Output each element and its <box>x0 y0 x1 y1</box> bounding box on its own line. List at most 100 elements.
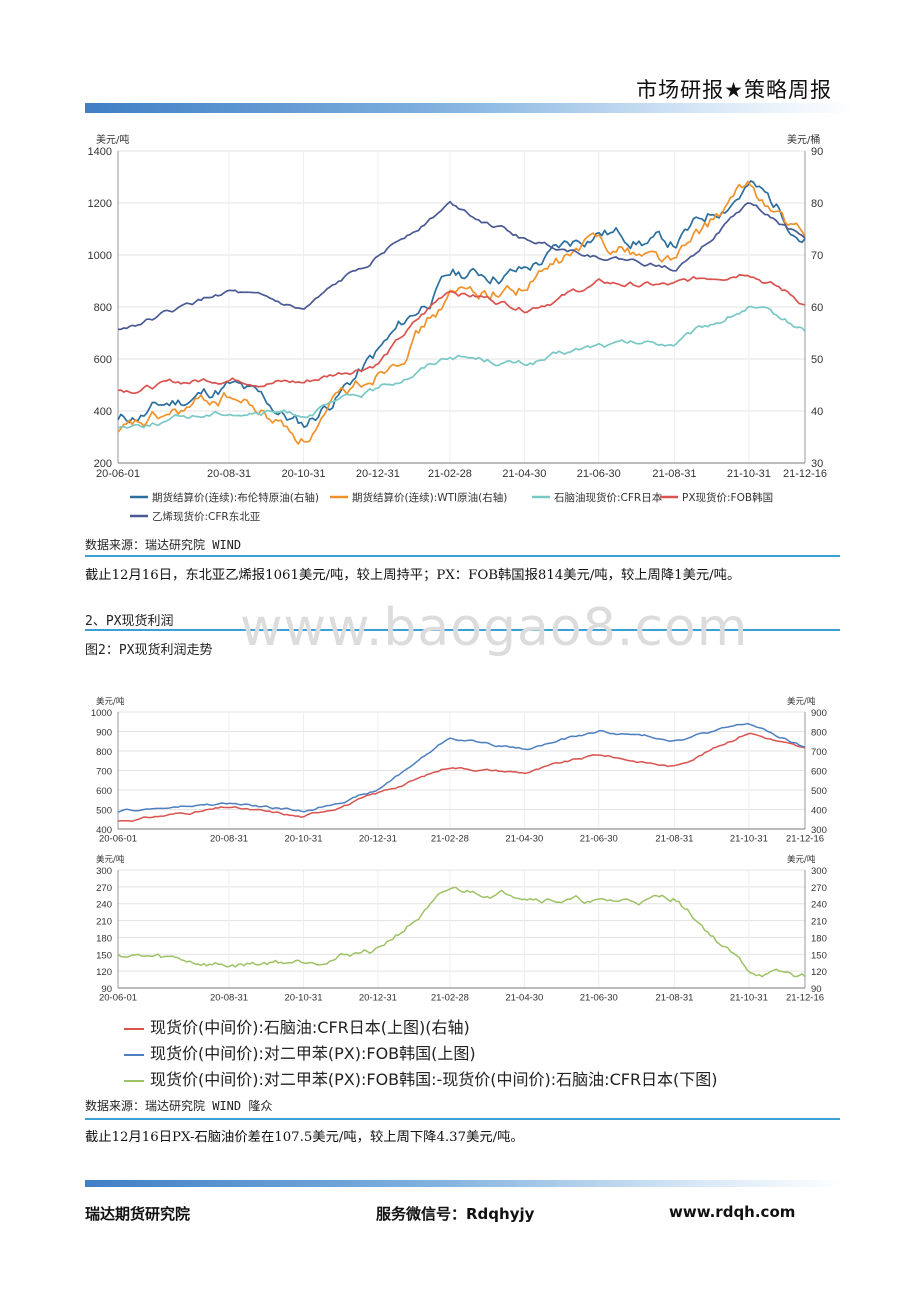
legend2-swatch <box>124 1027 144 1030</box>
section-heading: 2、PX现货利润 <box>85 614 174 629</box>
chart2-top-right-tick: 900 <box>811 708 827 719</box>
chart2-top-x-tick: 20-08-31 <box>210 834 248 845</box>
chart2-bottom-x-tick: 21-04-30 <box>505 993 543 1004</box>
source-2: 数据来源：瑞达研究院 WIND 隆众 <box>85 1099 273 1113</box>
chart2-top-right-tick: 600 <box>811 767 827 778</box>
chart2-bottom-right-tick: 270 <box>811 883 827 894</box>
legend2-label: 现货价(中间价):石脑油:CFR日本(上图)(右轴) <box>150 1018 470 1037</box>
chart2-top-x-tick: 21-08-31 <box>655 834 693 845</box>
chart2-bottom-x-tick: 20-06-01 <box>99 993 137 1004</box>
chart2-top-x-tick: 20-12-31 <box>359 834 397 845</box>
chart2-top-series-line <box>117 732 806 823</box>
chart2-bottom-right-tick: 300 <box>811 866 827 877</box>
source-1: 数据来源：瑞达研究院 WIND <box>85 538 242 552</box>
chart1-x-tick: 21-06-30 <box>577 468 621 480</box>
chart1-x-tick: 20-12-31 <box>356 468 400 480</box>
chart1-series-line <box>117 180 806 445</box>
chart1-left-tick: 1000 <box>88 250 112 262</box>
chart2-top-left-tick: 600 <box>96 786 112 797</box>
chart2-bottom-x-tick: 20-08-31 <box>210 993 248 1004</box>
chart1-right-tick: 50 <box>811 354 823 366</box>
divider-2 <box>85 629 840 631</box>
chart2-bottom-right-tick: 150 <box>811 950 827 961</box>
chart2-bottom-left-tick: 240 <box>96 900 112 911</box>
chart2-top-right-tick: 700 <box>811 747 827 758</box>
chart1-left-tick: 1400 <box>88 146 112 158</box>
chart2-bottom-right-tick: 210 <box>811 917 827 928</box>
legend2-label: 现货价(中间价):对二甲苯(PX):FOB韩国:-现货价(中间价):石脑油:CF… <box>150 1070 718 1089</box>
divider-3 <box>85 1118 840 1120</box>
chart1-right-tick: 90 <box>811 146 823 158</box>
chart2-bottom-series-line <box>117 886 806 978</box>
chart1-x-tick: 20-10-31 <box>281 468 325 480</box>
divider-1 <box>85 555 840 557</box>
chart-1: 1400 1200 1000 800 600 400 200 90 80 70 60 50 40 30 20… <box>88 133 828 523</box>
chart1-legend-label: 石脑油现货价:CFR日本 <box>554 491 663 504</box>
chart1-legend-label: 乙烯现货价:CFR东北亚 <box>152 510 261 523</box>
chart2-top-right-tick: 400 <box>811 806 827 817</box>
watermark: www.baogao8.com <box>240 598 749 658</box>
chart1-legend-label: 期货结算价(连续):WTI原油(右轴) <box>352 491 507 504</box>
chart2-top-x-tick: 21-06-30 <box>580 834 618 845</box>
chart1-legend-label: 期货结算价(连续):布伦特原油(右轴) <box>152 491 319 504</box>
chart2-bottom-left-tick: 210 <box>96 917 112 928</box>
chart1-x-tick: 21-10-31 <box>727 468 771 480</box>
chart2-top-right-tick: 300 <box>811 825 827 836</box>
chart2-bottom-left-tick: 180 <box>96 933 112 944</box>
chart2-bottom-x-tick: 21-12-16 <box>786 993 824 1004</box>
chart2-bottom-left-tick: 300 <box>96 866 112 877</box>
chart2-top-right-tick: 500 <box>811 786 827 797</box>
footer-bar <box>85 1180 845 1187</box>
chart2-bottom-x-tick: 21-10-31 <box>730 993 768 1004</box>
chart2-top-left-tick: 800 <box>96 747 112 758</box>
chart1-right-tick: 60 <box>811 302 823 314</box>
chart1-left-unit: 美元/吨 <box>96 133 129 146</box>
chart1-x-tick: 21-12-16 <box>783 468 827 480</box>
footer-org: 瑞达期货研究院 <box>85 1205 191 1223</box>
chart2-top-right-unit: 美元/吨 <box>787 696 816 707</box>
header-bar <box>85 103 855 113</box>
chart1-x-tick: 21-04-30 <box>502 468 546 480</box>
chart1-right-tick: 70 <box>811 250 823 262</box>
chart2-bottom-right-unit: 美元/吨 <box>787 854 816 865</box>
legend2-item-2: 现货价(中间价):对二甲苯(PX):FOB韩国(上图) <box>124 1040 476 1064</box>
chart2-top-left-tick: 400 <box>96 825 112 836</box>
chart1-left-tick: 400 <box>94 406 112 418</box>
chart2-bottom-right-tick: 180 <box>811 933 827 944</box>
chart1-right-tick: 80 <box>811 198 823 210</box>
legend2-item-3: 现货价(中间价):对二甲苯(PX):FOB韩国:-现货价(中间价):石脑油:CF… <box>124 1066 718 1090</box>
chart1-x-tick: 20-08-31 <box>207 468 251 480</box>
chart2-top-left-unit: 美元/吨 <box>96 696 125 707</box>
chart2-top-x-tick: 21-12-16 <box>786 834 824 845</box>
chart2-top-x-tick: 21-02-28 <box>431 834 469 845</box>
chart2-bottom-right-tick: 120 <box>811 967 827 978</box>
chart2-top-left-tick: 900 <box>96 728 112 739</box>
paragraph-1: 截止12月16日，东北亚乙烯报1061美元/吨，较上周持平；PX：FOB韩国报8… <box>85 568 741 583</box>
legend2-swatch <box>124 1053 144 1056</box>
chart2-top-x-tick: 20-10-31 <box>284 834 322 845</box>
chart1-series-line <box>117 274 806 395</box>
chart2-bottom-right-tick: 90 <box>811 984 822 995</box>
chart1-series-line <box>117 305 806 429</box>
chart2-top-x-tick: 21-04-30 <box>505 834 543 845</box>
chart2-top-right-tick: 800 <box>811 728 827 739</box>
legend2-swatch <box>124 1079 144 1082</box>
footer-url[interactable]: www.rdqh.com <box>669 1203 796 1221</box>
chart1-left-tick: 1200 <box>88 198 112 210</box>
legend2-label: 现货价(中间价):对二甲苯(PX):FOB韩国(上图) <box>150 1044 476 1063</box>
chart2-bottom-x-tick: 20-10-31 <box>284 993 322 1004</box>
figure-title: 图2：PX现货利润走势 <box>85 643 213 658</box>
chart2-bottom-x-tick: 21-02-28 <box>431 993 469 1004</box>
chart1-x-tick: 21-02-28 <box>428 468 472 480</box>
chart2-bottom-left-tick: 270 <box>96 883 112 894</box>
chart1-left-tick: 200 <box>94 458 112 470</box>
chart1-series-line <box>117 200 806 331</box>
chart2-bottom-x-tick: 21-06-30 <box>580 993 618 1004</box>
chart2-top-left-tick: 1000 <box>91 708 112 719</box>
chart1-legend-label: PX现货价:FOB韩国 <box>682 491 773 504</box>
chart2-bottom-right-tick: 240 <box>811 900 827 911</box>
chart2-bottom-left-tick: 150 <box>96 950 112 961</box>
chart1-x-tick: 20-06-01 <box>96 468 140 480</box>
chart1-left-tick: 800 <box>94 302 112 314</box>
page-title: 市场研报★策略周报 <box>636 78 832 102</box>
